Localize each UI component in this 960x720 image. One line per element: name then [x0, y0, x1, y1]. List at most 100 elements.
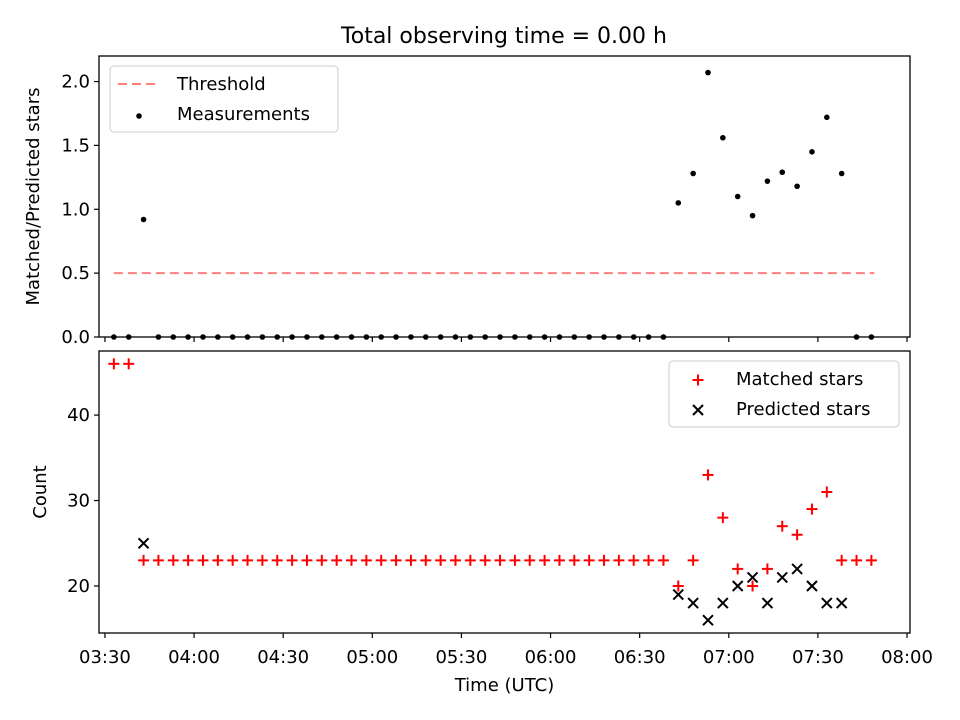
measurement-point: [779, 169, 786, 176]
matched-star-point: [851, 554, 863, 566]
legend-predicted-swatch: [692, 404, 704, 416]
matched-star-point: [464, 554, 476, 566]
matched-star-point: [702, 469, 714, 481]
matched-star-point: [212, 554, 224, 566]
predicted-star-point: [702, 614, 714, 626]
matched-star-point: [643, 554, 655, 566]
x-tick-label: 05:30: [435, 647, 487, 668]
measurement-point: [794, 183, 800, 190]
x-tick-label: 06:30: [614, 647, 666, 668]
matched-star-point: [286, 554, 298, 566]
top-y-tick-label: 0.0: [61, 327, 90, 348]
top-legend: Threshold Measurements: [109, 65, 339, 133]
bottom-y-tick-label: 20: [67, 576, 90, 597]
predicted-star-point: [746, 571, 759, 584]
measurement-point: [764, 178, 771, 184]
matched-star-point: [553, 554, 565, 566]
matched-star-point: [865, 554, 877, 566]
matched-star-point: [167, 554, 179, 566]
measurement-point: [809, 148, 815, 155]
matched-star-point: [256, 554, 268, 566]
matched-star-point: [598, 554, 610, 566]
top-axes-frame: [98, 55, 911, 338]
matched-star-point: [687, 554, 699, 566]
measurement-point: [824, 114, 830, 121]
matched-star-point: [791, 529, 803, 541]
bottom-y-tick-label: 30: [67, 491, 90, 512]
predicted-star-point: [672, 588, 684, 601]
matched-star-point: [657, 554, 669, 566]
measurement-point: [690, 170, 696, 177]
matched-star-point: [316, 554, 328, 566]
matched-star-point: [583, 554, 595, 566]
x-axis-label: Time (UTC): [454, 675, 555, 696]
bottom-y-axis-label: Count: [30, 465, 51, 518]
measurement-point: [838, 170, 845, 177]
measurement-point: [675, 200, 682, 206]
matched-star-point: [405, 554, 417, 566]
matched-star-point: [390, 554, 402, 566]
matched-star-point: [613, 554, 625, 566]
predicted-star-point: [761, 597, 774, 609]
predicted-star-point: [776, 571, 788, 584]
matched-star-point: [301, 554, 313, 566]
legend-predicted-label: Predicted stars: [736, 399, 870, 420]
bottom-axes-frame: [98, 350, 911, 634]
top-y-tick-label: 0.5: [61, 263, 90, 284]
bottom-panel: 20 30 40 03:30 04:00 04:30 05:00 05:30 06:00 06:3…: [30, 350, 933, 696]
matched-star-point: [717, 512, 729, 524]
matched-star-point: [806, 503, 818, 515]
matched-star-point: [123, 358, 135, 370]
x-tick-label: 05:00: [346, 647, 398, 668]
x-tick-label: 07:30: [792, 647, 844, 668]
matched-star-point: [108, 358, 120, 370]
top-panel: 0.00.51.01.52.0 Matched/Predicted stars …: [23, 55, 911, 348]
matched-star-point: [360, 554, 372, 566]
top-legend-box: [109, 65, 339, 133]
legend-measurements-label: Measurements: [177, 104, 310, 125]
chart-title: Total observing time = 0.00 h: [340, 24, 667, 49]
matched-star-point: [435, 554, 447, 566]
top-y-tick-label: 1.0: [61, 199, 90, 220]
measurement-point: [705, 69, 711, 76]
matched-star-point: [479, 554, 491, 566]
predicted-star-point: [731, 580, 744, 592]
bottom-y-tick-label: 40: [67, 405, 90, 426]
predicted-star-point: [687, 597, 699, 609]
matched-star-point: [197, 554, 209, 566]
matched-star-point: [331, 554, 343, 566]
predicted-star-point: [821, 597, 833, 609]
matched-star-point: [152, 554, 164, 566]
measurement-point: [749, 212, 756, 219]
predicted-star-point: [791, 563, 803, 575]
predicted-star-point: [806, 580, 818, 592]
predicted-star-point: [835, 597, 848, 609]
legend-threshold-label: Threshold: [176, 74, 266, 95]
matched-star-point: [761, 563, 773, 575]
matched-star-point: [227, 554, 239, 566]
matched-star-point: [420, 554, 432, 566]
predicted-star-point: [137, 537, 150, 549]
matched-star-point: [346, 554, 358, 566]
matched-star-point: [747, 580, 759, 592]
top-y-tick-label: 1.5: [61, 135, 90, 156]
matched-star-point: [821, 486, 833, 498]
legend-matched-label: Matched stars: [736, 369, 863, 390]
matched-star-point: [271, 554, 283, 566]
matched-star-point: [509, 554, 521, 566]
top-y-axis-label: Matched/Predicted stars: [23, 88, 44, 306]
x-tick-label: 08:00: [881, 647, 933, 668]
matched-star-point: [539, 554, 551, 566]
matched-star-point: [449, 554, 461, 566]
bottom-legend: Matched stars Predicted stars: [668, 360, 900, 428]
x-tick-label: 04:00: [168, 647, 220, 668]
legend-matched-swatch: [692, 374, 704, 386]
matched-star-point: [836, 554, 848, 566]
x-tick-label: 06:00: [525, 647, 577, 668]
top-y-tick-label: 2.0: [61, 72, 90, 93]
x-tick-label: 03:30: [79, 647, 131, 668]
measurement-point: [140, 216, 147, 223]
matched-star-point: [138, 554, 150, 566]
matched-star-point: [628, 554, 640, 566]
